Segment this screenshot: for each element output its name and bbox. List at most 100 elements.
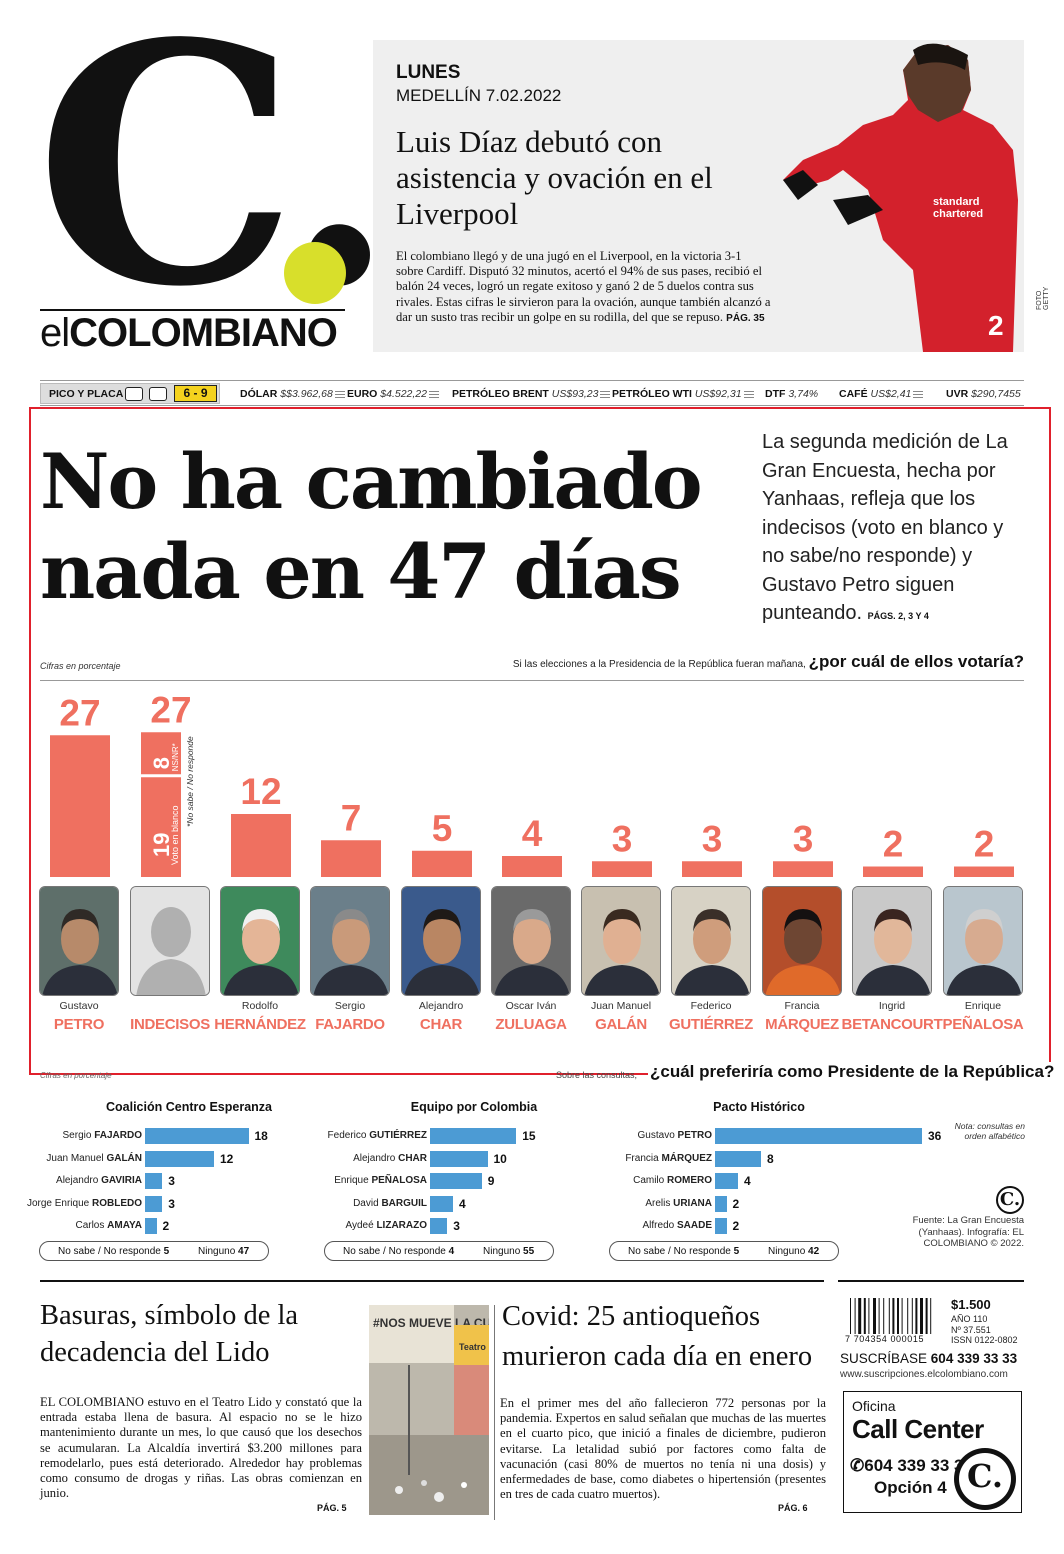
coalition-bar-value: 10: [493, 1151, 507, 1166]
chart-question-main: ¿por cuál de ellos votaría?: [808, 652, 1024, 671]
coalition-candidate-name: Jorge Enrique ROBLEDO: [26, 1197, 142, 1209]
candidate-last-name: HERNÁNDEZ: [214, 1016, 306, 1033]
car-icon: [125, 387, 143, 401]
ticker-label: EURO: [347, 388, 378, 400]
barcode-line: [883, 1298, 885, 1334]
bar-galán: [592, 861, 652, 877]
teaser-headline[interactable]: Luis Díaz debutó con asistencia y ovació…: [396, 124, 713, 231]
ticker-item: PETRÓLEO BRENT US$93,23: [452, 388, 611, 400]
coalition-bar: [430, 1195, 453, 1212]
logo-rule: [40, 309, 345, 311]
coalition-bar-value: 2: [732, 1196, 740, 1211]
ticker-value: US$2,41: [870, 388, 912, 400]
coalition-bar: [145, 1128, 249, 1144]
coalition-bar: [430, 1128, 517, 1144]
covid-headline[interactable]: Covid: 25 antioqueños murieron cada día …: [502, 1301, 813, 1372]
barcode-line: [911, 1298, 913, 1334]
ninguno-summary: Ninguno 55: [483, 1246, 535, 1257]
call-center-label: Oficina: [852, 1398, 896, 1414]
candidate-last-name: INDECISOS: [130, 1016, 210, 1033]
coalition-bar-value: 3: [168, 1196, 175, 1211]
bar-value-label: 4: [522, 813, 543, 854]
candidate-first-name: Gustavo: [59, 1000, 99, 1012]
coalition-bar: [715, 1173, 738, 1189]
bar-value-label: 3: [612, 818, 633, 859]
ticker-item: EURO $4.522,22: [347, 388, 439, 400]
bar-fajardo: [321, 840, 381, 877]
lido-headline[interactable]: Basuras, símbolo de la decadencia del Li…: [40, 1300, 299, 1368]
candidate-photo: [762, 886, 842, 996]
coalition-bar-value: 2: [162, 1219, 170, 1233]
ticker-value: US$93,23: [551, 388, 599, 400]
coalition-title: Coalición Centro Esperanza: [105, 1100, 272, 1114]
call-center-box[interactable]: Oficina Call Center ✆604 339 33 33 Opció…: [843, 1391, 1022, 1513]
ticker-item: DÓLAR $$3.962,68: [240, 388, 345, 400]
covid-body: En el primer mes del año fallecieron 772…: [500, 1396, 826, 1502]
candidate-photo: [39, 886, 119, 996]
coalition-candidate-name: Enrique PEÑALOSA: [334, 1175, 427, 1186]
lido-body: EL COLOMBIANO estuvo en el Teatro Lido y…: [40, 1395, 362, 1501]
coalition-candidate-name: Francia MÁRQUEZ: [625, 1152, 712, 1164]
coalition-row: Alejandro GAVIRIA 3: [39, 1171, 319, 1191]
barcode-number: 7 704354 000015: [845, 1334, 925, 1344]
candidate-photo: [130, 886, 210, 996]
segment-label: NS/NR*: [171, 743, 180, 771]
barcode-line: [858, 1298, 862, 1334]
candidate-last-name: PETRO: [53, 1016, 105, 1033]
candidate-photo: [852, 886, 932, 996]
candidate-last-name: PEÑALOSA: [942, 1016, 1024, 1033]
candidate-last-name: ZULUAGA: [495, 1016, 567, 1033]
candidate-photo: [491, 886, 571, 996]
coalition-bar-value: 18: [254, 1129, 268, 1143]
coalition-bar: [715, 1218, 727, 1234]
candidate-photo: [401, 886, 481, 996]
candidate-last-name: BETANCOURT: [841, 1016, 943, 1033]
candidate-last-name: GUTIÉRREZ: [669, 1016, 753, 1033]
consultas-title: ¿cuál preferiría como Presidente de la R…: [648, 1062, 1057, 1082]
barcode-line: [920, 1298, 923, 1334]
issue-day: LUNES: [396, 62, 461, 83]
candidate-first-name: Sergio: [334, 1000, 366, 1012]
coalition-candidate-name: Aydeé LIZARAZO: [345, 1220, 428, 1231]
coalition-bar: [145, 1218, 157, 1234]
candidate-photo: [671, 886, 751, 996]
main-deck: La segunda medición de La Gran Encuesta,…: [762, 428, 1022, 631]
svg-text:standard: standard: [933, 196, 979, 208]
coalition-bar: [715, 1150, 761, 1167]
main-deck-pages: PÁGS. 2, 3 Y 4: [867, 611, 929, 621]
small-logo-icon: C.: [996, 1186, 1024, 1214]
candidate-first-name: Enrique: [964, 1000, 1002, 1012]
lido-photo: #NOS MUEVE LA CULTURA Teatro: [369, 1305, 489, 1515]
bar-value-label: 2: [883, 824, 904, 865]
bar-value-label: 27: [150, 689, 191, 730]
phone-icon: ✆: [850, 1456, 865, 1475]
candidate-last-name: FAJARDO: [315, 1016, 385, 1033]
consultas-subtitle: Sobre las consultas,: [556, 1070, 638, 1080]
trend-icon: [600, 390, 611, 398]
call-center-logo-icon: C.: [954, 1448, 1016, 1510]
candidate-first-name: Juan Manuel: [590, 1000, 652, 1012]
main-headline[interactable]: No ha cambiado nada en 47 días: [40, 437, 703, 617]
bar-márquez: [773, 861, 833, 877]
teaser-page: PÁG. 35: [726, 312, 765, 324]
barcode-line: [873, 1298, 876, 1334]
sports-teaser[interactable]: LUNES MEDELLÍN 7.02.2022 Luis Díaz debut…: [373, 40, 1024, 352]
coalition-row: Juan Manuel GALÁN 12: [39, 1149, 319, 1169]
price: $1.500: [951, 1297, 991, 1312]
coalition-row: Enrique PEÑALOSA 9: [324, 1171, 604, 1191]
segment-label: Voto en blanco: [170, 805, 180, 865]
barcode-line: [878, 1298, 880, 1334]
bar-char: [412, 850, 472, 877]
barcode-line: [930, 1298, 932, 1334]
issue-info: AÑO 110 Nº 37.551 ISSN 0122-0802: [951, 1314, 1018, 1346]
masthead-logo[interactable]: C. elCOLOMBIANO: [35, 0, 397, 360]
logo-name-main: COLOMBIANO: [69, 311, 338, 355]
subscribe-line[interactable]: SUSCRÍBASE 604 339 33 33: [840, 1351, 1017, 1366]
coalition-bar: [145, 1195, 163, 1212]
barcode-line: [907, 1298, 909, 1334]
coalition-bar-value: 4: [459, 1196, 466, 1211]
candidate-first-name: Ingrid: [878, 1000, 906, 1012]
subscribe-url[interactable]: www.suscripciones.elcolombiano.com: [840, 1369, 1008, 1380]
barcode-line: [863, 1298, 866, 1334]
coalition-title: Pacto Histórico: [713, 1100, 805, 1114]
